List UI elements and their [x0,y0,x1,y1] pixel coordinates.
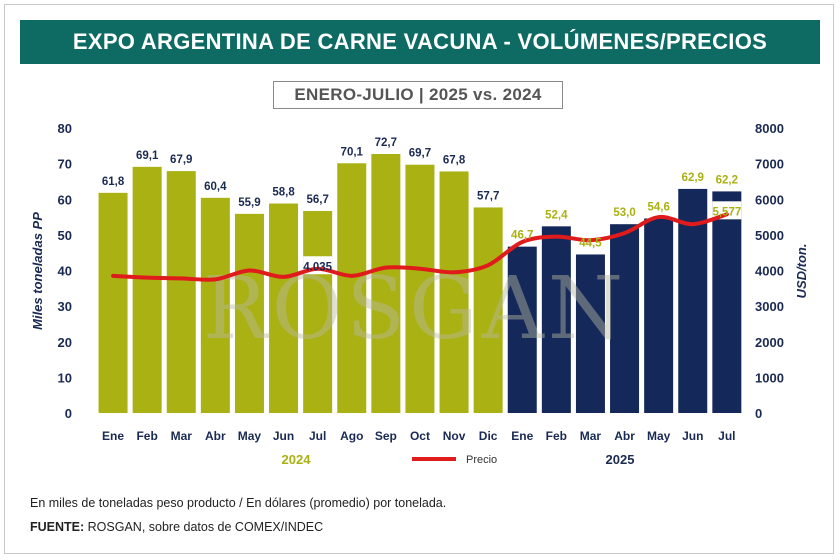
price-annotation: 4.035 [303,261,332,273]
year-label-2024: 2024 [282,452,312,467]
y-right-tick-label: 3000 [755,299,784,314]
y-right-tick-label: 6000 [755,192,784,207]
x-tick-label: Jul [718,429,735,443]
year-label-2025: 2025 [606,452,635,467]
bar-value-label: 69,7 [409,148,431,160]
figure-frame [4,4,834,554]
bar-2025 [575,254,605,413]
bar-value-label: 44,5 [579,237,602,249]
bar-2024 [166,171,196,413]
bar-2024 [98,192,128,413]
bar-2024 [371,154,401,413]
y-right-tick-label: 2000 [755,335,784,350]
source-note: FUENTE: ROSGAN, sobre datos de COMEX/IND… [30,520,323,534]
x-tick-label: Feb [546,429,567,443]
bar-2025 [610,224,640,413]
x-tick-label: Abr [205,429,226,443]
x-tick-label: Mar [171,429,193,443]
x-tick-label: Sep [375,429,397,443]
x-tick-label: Oct [410,429,430,443]
y-right-axis-title: USD/ton. [794,244,809,299]
bar-value-label: 62,2 [716,174,738,186]
x-tick-label: Jul [309,429,326,443]
x-tick-label: Ene [511,429,533,443]
bar-2025 [712,191,742,413]
bar-2025 [678,188,708,413]
y-right-tick-label: 5000 [755,228,784,243]
bar-2024 [337,163,367,413]
x-tick-label: May [647,429,671,443]
chart-title: EXPO ARGENTINA DE CARNE VACUNA - VOLÚMEN… [20,20,820,64]
bar-2024 [200,197,230,413]
y-left-tick-label: 20 [58,335,72,350]
bar-2024 [405,164,435,413]
source-prefix: FUENTE: [30,520,85,534]
x-tick-label: Mar [580,429,602,443]
bar-value-label: 52,4 [545,209,568,221]
y-left-tick-label: 0 [65,406,72,421]
y-left-tick-label: 40 [58,264,72,279]
y-left-tick-label: 80 [58,121,72,136]
bar-value-label: 72,7 [375,137,397,149]
x-tick-label: Jun [682,429,703,443]
x-tick-label: Nov [443,429,466,443]
bar-value-label: 61,8 [102,176,125,188]
bar-value-label: 58,8 [272,187,295,199]
units-note: En miles de toneladas peso producto / En… [30,496,447,510]
bar-value-label: 54,6 [647,201,669,213]
y-left-tick-label: 70 [58,157,72,172]
bar-value-label: 46,7 [511,230,533,242]
bar-value-label: 55,9 [238,197,260,209]
price-annotation: 5,577 [712,206,741,218]
bar-value-label: 56,7 [306,194,328,206]
source-text: ROSGAN, sobre datos de COMEX/INDEC [84,520,324,534]
x-tick-label: Ene [102,429,124,443]
x-tick-label: Jun [273,429,294,443]
y-right-tick-label: 7000 [755,157,784,172]
chart-subtitle: ENERO-JULIO | 2025 vs. 2024 [273,81,563,109]
price-line [111,212,729,282]
bar-2024 [132,166,162,413]
y-right-tick-label: 1000 [755,370,784,385]
y-left-tick-label: 30 [58,299,72,314]
y-right-tick-label: 8000 [755,121,784,136]
x-tick-label: Abr [614,429,635,443]
bar-2025 [541,226,571,413]
bar-2024 [303,211,333,413]
bar-2025 [507,246,537,413]
bar-2024 [439,171,469,413]
bar-value-label: 67,8 [443,154,466,166]
legend-price-label: Precio [466,454,497,466]
bar-value-label: 67,9 [170,154,192,166]
bar-2024 [234,213,264,413]
x-tick-label: May [238,429,262,443]
y-right-tick-label: 0 [755,406,762,421]
bar-value-label: 70,1 [341,146,364,158]
bar-2024 [473,207,503,413]
bar-2024 [269,203,299,413]
y-left-tick-label: 50 [58,228,72,243]
bar-value-label: 62,9 [682,172,704,184]
bar-value-label: 60,4 [204,181,227,193]
x-tick-label: Dic [479,429,498,443]
bar-2025 [644,218,674,413]
y-right-tick-label: 4000 [755,264,784,279]
y-left-tick-label: 10 [58,370,72,385]
y-left-axis-title: Miles toneladas PP [30,212,45,330]
y-left-tick-label: 60 [58,192,72,207]
x-tick-label: Ago [340,429,363,443]
bar-value-label: 53,0 [613,207,635,219]
bar-value-label: 69,1 [136,150,159,162]
x-tick-label: Feb [136,429,157,443]
bar-value-label: 57,7 [477,190,499,202]
